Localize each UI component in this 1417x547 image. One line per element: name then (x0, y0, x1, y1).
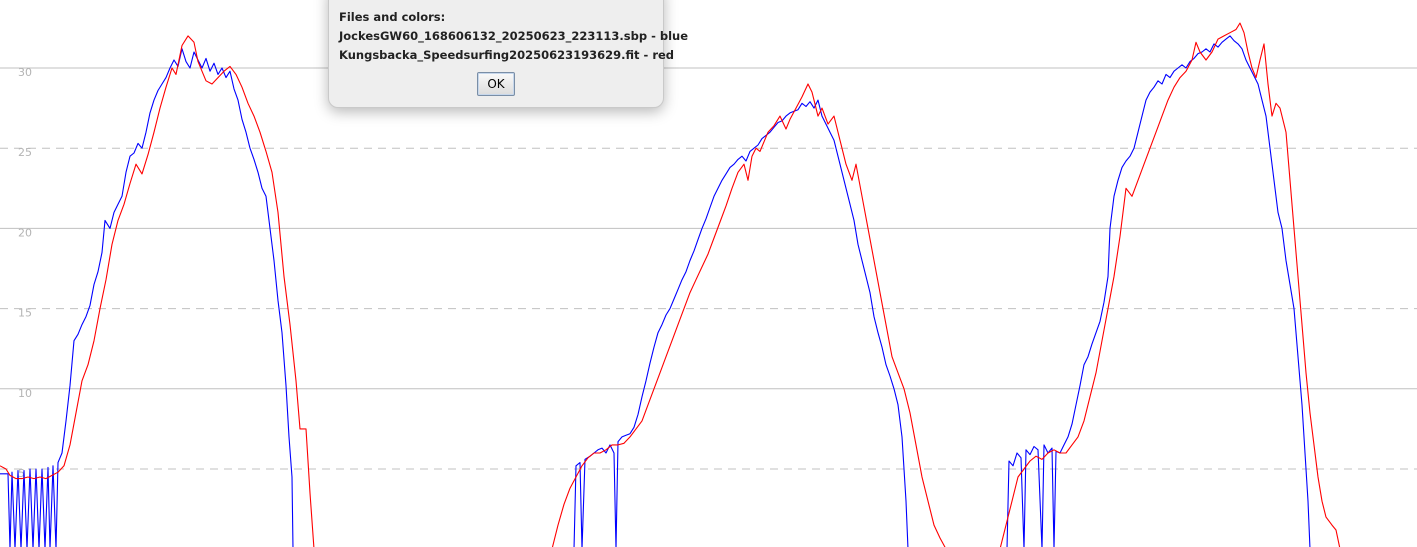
files-and-colors-dialog: Files and colors: JockesGW60_168606132_2… (328, 0, 688, 108)
blue-series-line-1 (0, 48, 294, 547)
red-series-line-1 (0, 35, 315, 547)
red-series-line-3 (999, 22, 1341, 547)
y-tick-label-5: 5 (18, 467, 25, 480)
dialog-heading: Files and colors: (339, 10, 446, 24)
blue-series-line-2 (573, 99, 909, 547)
dialog-file-2-label: Kungsbacka_Speedsurfing20250623193629.fi… (339, 48, 675, 62)
y-tick-label-20: 20 (18, 226, 32, 239)
red-series-line-2 (551, 83, 946, 547)
ok-button[interactable]: OK (477, 72, 515, 96)
y-tick-label-30: 30 (18, 66, 32, 79)
y-tick-label-15: 15 (18, 307, 32, 320)
dialog-file-1-label: JockesGW60_168606132_20250623_223113.sbp… (339, 29, 689, 43)
y-tick-label-25: 25 (18, 146, 32, 159)
blue-series-line-3 (1006, 35, 1311, 547)
y-tick-label-10: 10 (18, 387, 32, 400)
